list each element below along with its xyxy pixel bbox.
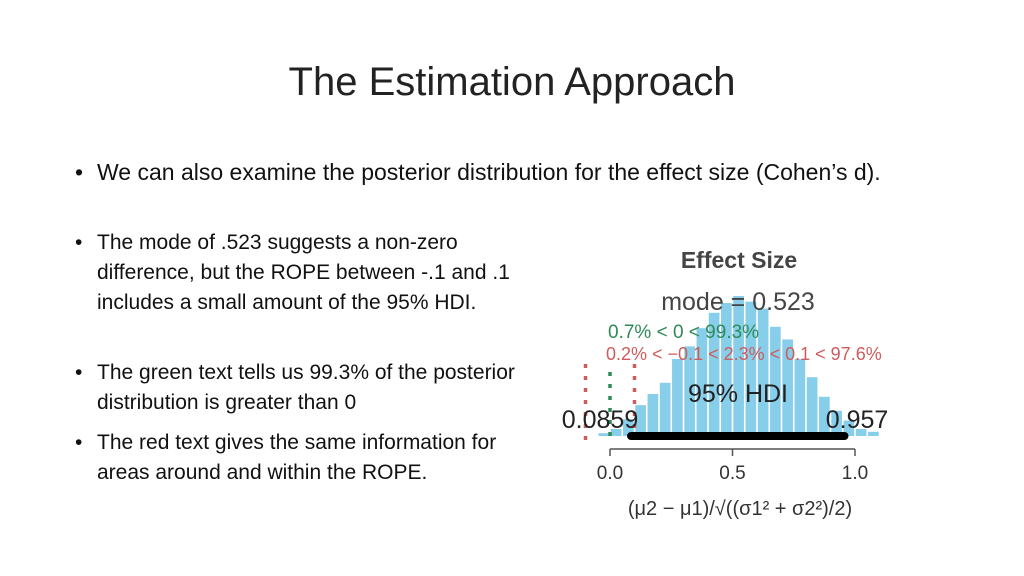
bullet-red-text: The red text gives the same information … [75,428,497,488]
red-annotation: 0.2% < −0.1 < 2.3% < 0.1 < 97.6% [606,344,882,364]
histogram-bar-11 [733,296,744,436]
slide-title: The Estimation Approach [288,60,736,104]
histogram-bar-6 [672,359,683,436]
histogram-bar-17 [806,377,818,436]
green-annotation: 0.7% < 0 < 99.3% [608,322,759,343]
histogram-bar-1 [610,429,622,436]
hdi-low-label: 0.0859 [562,406,638,434]
chart-title: Effect Size [681,247,797,273]
histogram-bar-15 [782,339,793,436]
histogram-bar-13 [757,308,769,436]
histogram-bar-22 [868,431,879,436]
x-tick-label-2: 1.0 [842,463,868,484]
x-axis-label: (μ2 − μ1)/√((σ1² + σ2²)/2) [628,498,852,520]
histogram-bar-16 [794,359,806,436]
histogram-bar-14 [770,326,781,436]
mode-label: mode = 0.523 [661,288,815,316]
histogram-bar-9 [708,312,720,436]
effect-size-chart: Effect Size mode = 0.523 0.7% < 0 < 99.3… [562,247,889,520]
histogram-bar-20 [843,420,855,436]
histogram-bar-7 [684,346,695,436]
hdi-label: 95% HDI [688,380,788,408]
histogram-bar-4 [647,394,659,436]
histogram-bar-2 [623,419,634,436]
histogram-bar-8 [696,328,708,436]
bullet-effect-size: We can also examine the posterior distri… [75,157,897,188]
histogram-bar-21 [855,429,867,436]
histogram-bar-12 [745,301,757,436]
histogram-bar-3 [635,405,646,436]
x-ticks: 0.0 0.5 1.0 [597,449,868,484]
hdi-high-label: 0.957 [826,406,889,434]
bullet-mode: The mode of .523 suggests a non-zero dif… [75,228,537,318]
rope-lines [583,364,637,444]
histogram-bar-19 [831,410,842,436]
bullet-green-text: The green text tells us 99.3% of the pos… [75,358,537,418]
histogram-bar-18 [819,396,830,436]
x-tick-label-0: 0.0 [597,463,623,484]
histogram-bar-0 [598,433,610,436]
histogram-bars [598,296,879,436]
x-tick-label-1: 0.5 [719,463,745,484]
histogram-bar-10 [721,303,732,436]
histogram-bar-5 [659,382,671,436]
